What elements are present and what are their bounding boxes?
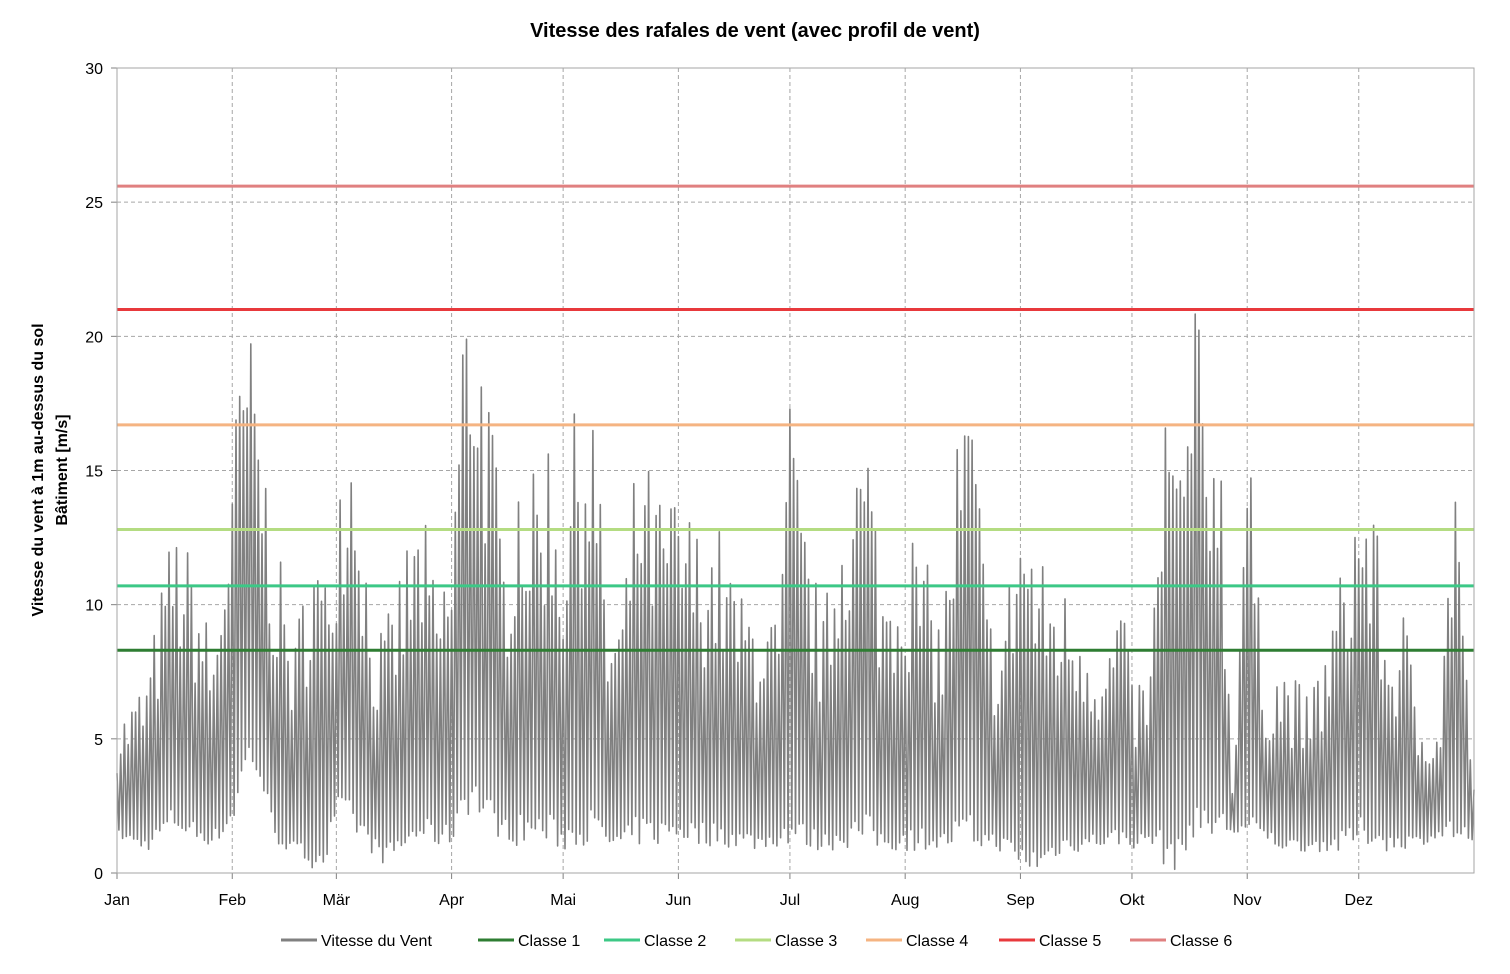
x-tick-label: Jul bbox=[780, 892, 800, 909]
axis-layer: 0 5 10 15 20 25 30 Jan Feb Mär Apr Mai Jun Jul Aug Sep O… bbox=[85, 61, 1475, 909]
legend-label-classe-2: Classe 2 bbox=[644, 933, 706, 950]
y-tick-label: 20 bbox=[85, 329, 103, 346]
plot-frame bbox=[116, 67, 1475, 874]
x-tick-label: Apr bbox=[439, 892, 465, 909]
legend-label-classe-3: Classe 3 bbox=[775, 933, 837, 950]
y-axis-label-line2: Bâtiment [m/s] bbox=[54, 414, 71, 525]
legend-label-classe-6: Classe 6 bbox=[1170, 933, 1232, 950]
y-tick-label: 15 bbox=[85, 464, 103, 481]
series-layer bbox=[116, 313, 1475, 871]
x-tick-label: Dez bbox=[1345, 892, 1373, 909]
x-tick-label: Jan bbox=[104, 892, 130, 909]
legend: Vitesse du Vent Classe 1 Classe 2 Classe 3 C… bbox=[281, 933, 1232, 950]
y-tick-label: 10 bbox=[85, 598, 103, 615]
threshold-layer bbox=[117, 184, 1474, 652]
x-tick-label: Sep bbox=[1006, 892, 1035, 909]
x-tick-label: Okt bbox=[1120, 892, 1145, 909]
chart-title: Vitesse des rafales de vent (avec profil… bbox=[530, 20, 980, 42]
x-tick-label: Aug bbox=[891, 892, 919, 909]
y-tick-label: 25 bbox=[85, 195, 103, 212]
y-tick-label: 0 bbox=[94, 866, 103, 883]
x-tick-label: Jun bbox=[665, 892, 691, 909]
x-tick-label: Feb bbox=[218, 892, 246, 909]
y-tick-label: 30 bbox=[85, 61, 103, 78]
x-tick-label: Nov bbox=[1233, 892, 1261, 909]
legend-label-classe-4: Classe 4 bbox=[906, 933, 968, 950]
series-line-vitesse-du-vent bbox=[116, 313, 1475, 871]
legend-label-classe-5: Classe 5 bbox=[1039, 933, 1101, 950]
y-tick-label: 5 bbox=[94, 732, 103, 749]
x-tick-label: Mai bbox=[550, 892, 576, 909]
y-axis-label-line1: Vitesse du vent à 1m au-dessus du sol bbox=[30, 323, 47, 616]
legend-label-classe-1: Classe 1 bbox=[518, 933, 580, 950]
legend-label-vitesse-du-vent: Vitesse du Vent bbox=[321, 933, 432, 950]
x-tick-label: Mär bbox=[323, 892, 351, 909]
